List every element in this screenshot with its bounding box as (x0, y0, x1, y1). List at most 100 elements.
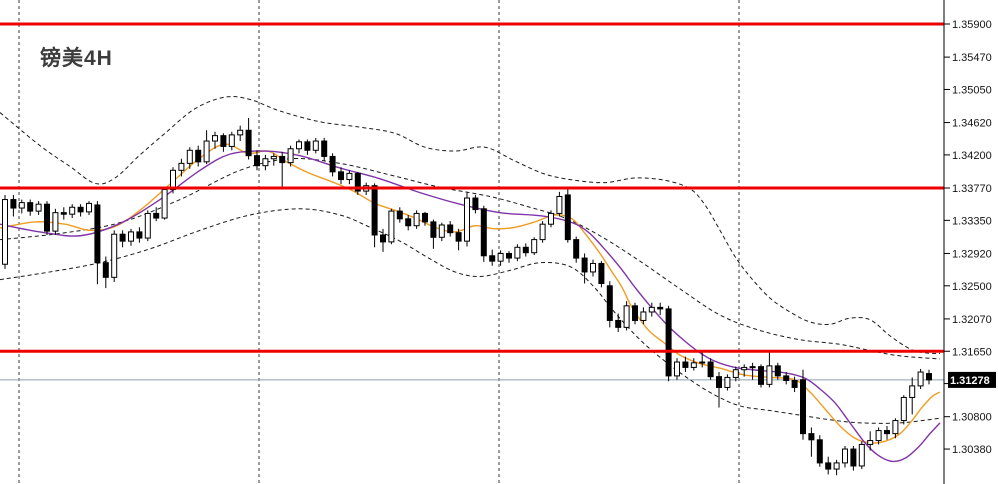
price-axis: 1.35900 1.35470 1.35050 1.34620 1.34200 1.337… (943, 0, 992, 484)
candle-down (758, 366, 764, 385)
axis-tick-label: 1.32500 (952, 281, 992, 293)
axis-tick-label: 1.33350 (952, 215, 992, 227)
chart-title: 镑美4H (40, 47, 113, 70)
candle-up (875, 430, 882, 442)
candle-down (254, 155, 260, 167)
candle-down (220, 135, 227, 147)
candle-up (161, 189, 168, 219)
gridlines-layer (18, 0, 740, 484)
candle-down (472, 197, 479, 211)
candle-up (2, 199, 8, 265)
candle-up (917, 371, 924, 387)
candle-down (321, 140, 328, 157)
axis-tick-label: 1.34620 (952, 118, 992, 130)
candle-up (741, 366, 748, 371)
candle-down (447, 224, 454, 234)
candle-down (606, 285, 613, 321)
candle-up (287, 148, 294, 164)
candle-up (590, 262, 596, 273)
candle-up (842, 448, 848, 464)
axis-tick-label: 1.31650 (952, 346, 992, 358)
axis-tick-label: 1.32070 (952, 314, 992, 326)
candle-up (144, 212, 151, 239)
candle-up (52, 212, 59, 232)
candle-down (522, 246, 529, 254)
candle-down (430, 221, 437, 238)
sr-lines-layer (0, 22, 944, 353)
candle-down (808, 433, 815, 441)
candle-up (464, 197, 470, 242)
candle-up (69, 206, 76, 215)
candle-down (682, 361, 689, 368)
candle-down (354, 172, 361, 192)
candle-down (850, 448, 857, 467)
candle-up (128, 231, 134, 242)
bollinger-upper-line (0, 96, 941, 355)
candle-down (455, 232, 462, 242)
candle-up (648, 306, 655, 313)
candle-up (228, 134, 235, 147)
candle-up (312, 140, 319, 151)
current-price-box: 1.31278 (948, 371, 996, 388)
candle-up (833, 462, 840, 470)
candle-up (296, 141, 302, 150)
candle-down (380, 234, 386, 243)
candle-up (203, 140, 210, 163)
candle-down (77, 206, 84, 213)
candle-down (396, 210, 403, 220)
candle-up (438, 224, 445, 238)
candle-down (657, 306, 664, 310)
candle-up (531, 239, 538, 254)
axis-tick-label: 1.30380 (952, 444, 992, 456)
candle-up (413, 212, 420, 227)
candle-down (665, 308, 672, 377)
candle-up (548, 212, 554, 225)
candle-down (506, 252, 512, 259)
axis-tick-label: 1.35900 (952, 19, 992, 31)
candle-down (800, 379, 806, 435)
candle-up (909, 385, 916, 398)
candle-up (699, 361, 706, 364)
candle-up (514, 246, 521, 259)
current-price-label: 1.31278 (950, 375, 990, 387)
candle-up (690, 362, 697, 368)
candle-up (732, 369, 739, 378)
candle-down (926, 373, 932, 381)
candle-down (27, 202, 34, 212)
candle-down (884, 430, 890, 435)
candle-down (94, 204, 101, 264)
candle-down (615, 319, 622, 328)
candle-down (774, 365, 781, 377)
candle-up (892, 420, 899, 435)
candle-up (18, 202, 25, 209)
candle-down (371, 185, 378, 236)
candle-up (237, 129, 244, 136)
candle-down (573, 239, 580, 259)
candle-up (623, 305, 630, 328)
candle-up (111, 233, 118, 278)
candle-up (388, 210, 395, 243)
axis-tick-label: 1.35470 (952, 52, 992, 64)
candle-down (119, 233, 126, 242)
candle-up (900, 396, 907, 422)
candle-down (825, 462, 832, 470)
candle-down (153, 212, 160, 219)
candle-down (44, 203, 50, 232)
candle-down (489, 255, 496, 262)
candle-down (60, 212, 67, 215)
candle-up (178, 162, 185, 171)
candle-down (304, 141, 311, 151)
ma-fast-line (0, 143, 941, 444)
candle-down (279, 155, 286, 164)
candle-up (497, 252, 504, 262)
candle-down (480, 208, 487, 257)
candle-down (783, 375, 790, 382)
candle-up (539, 223, 546, 241)
candle-down (791, 380, 798, 388)
candle-up (724, 376, 731, 388)
candle-down (405, 218, 412, 227)
candle-down (136, 231, 143, 239)
axis-tick-label: 1.32920 (952, 248, 992, 260)
